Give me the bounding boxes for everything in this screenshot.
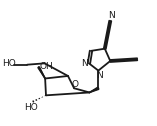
Text: HO: HO [2,59,16,68]
Text: HO: HO [24,103,38,113]
Text: OH: OH [40,62,54,71]
Polygon shape [89,87,99,92]
Text: O: O [71,80,78,89]
Text: N: N [81,58,88,68]
Text: N: N [96,71,103,80]
Text: N: N [109,11,115,20]
Polygon shape [38,67,45,78]
